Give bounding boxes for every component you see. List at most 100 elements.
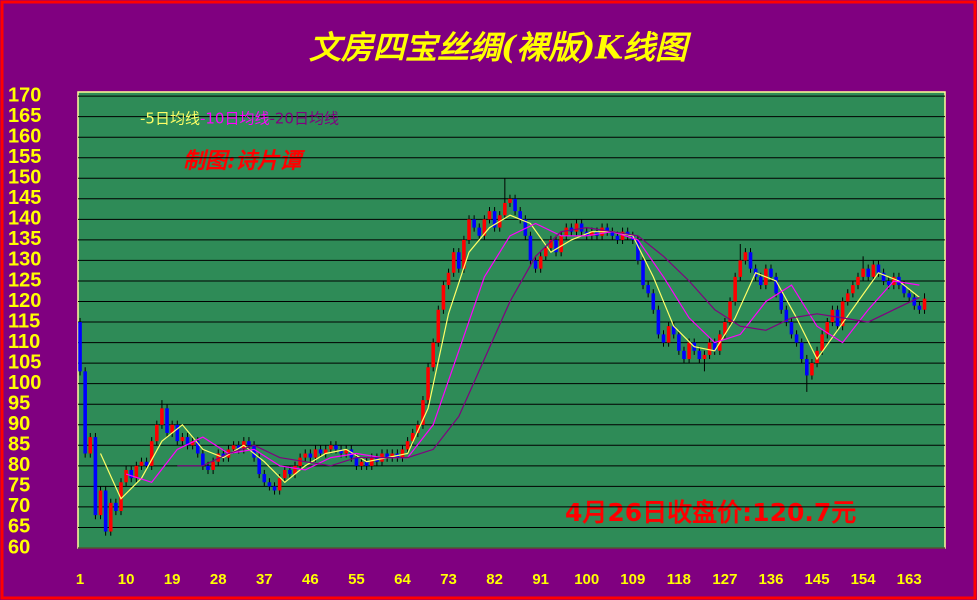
legend-entry: -10日均线	[200, 110, 270, 128]
candle-body	[410, 432, 415, 442]
candle-body	[779, 293, 784, 310]
candle-body	[748, 252, 753, 269]
candle-body	[605, 227, 609, 232]
candle-body	[794, 334, 799, 343]
candle-body	[293, 465, 297, 475]
candle-body	[723, 322, 727, 335]
candle-body	[513, 198, 517, 212]
y-tick-label: 120	[8, 290, 41, 312]
candle-body	[876, 264, 881, 273]
y-tick-label: 105	[8, 351, 41, 373]
legend-entry: -5日均线	[140, 110, 200, 128]
candle-body	[451, 252, 456, 273]
candle-body	[590, 231, 594, 236]
candle-body	[851, 285, 855, 294]
candle-body	[416, 424, 420, 433]
candle-body	[288, 469, 292, 475]
candle-body	[810, 363, 814, 376]
candle-body	[682, 350, 686, 360]
candle-body	[359, 461, 364, 466]
x-tick-label: 19	[164, 571, 181, 588]
candle-body	[784, 309, 789, 323]
candle-body	[349, 449, 354, 458]
candle-body	[323, 449, 328, 454]
candle-body	[467, 219, 471, 240]
x-tick-label: 37	[256, 571, 273, 588]
candle-body	[554, 239, 558, 253]
candle-body	[886, 280, 891, 286]
chart-title: 文房四宝丝绸(裸版)K线图	[309, 29, 692, 67]
candle-body	[472, 219, 476, 228]
moving-average	[177, 226, 920, 467]
candle-body	[149, 441, 154, 466]
candle-body	[825, 322, 830, 335]
candle-body	[262, 474, 267, 483]
candle-body	[329, 445, 333, 450]
candle-body	[216, 453, 221, 462]
x-tick-label: 64	[394, 571, 411, 588]
candle-body	[195, 441, 200, 454]
plot-area	[77, 91, 946, 549]
candle-body	[211, 461, 215, 470]
candle-body	[508, 198, 512, 203]
candle-body	[446, 272, 451, 286]
candle-body	[185, 437, 190, 446]
y-tick-label: 75	[8, 475, 30, 497]
candle-body	[615, 235, 620, 240]
candle-body	[528, 235, 533, 261]
candle-body	[369, 457, 374, 466]
candle-body	[441, 285, 446, 310]
candle-body	[93, 437, 98, 516]
y-tick-label: 110	[8, 331, 40, 353]
candle-body	[155, 424, 159, 442]
candle-body	[907, 293, 911, 298]
candle-body	[656, 309, 661, 335]
y-tick-label: 95	[8, 392, 30, 414]
moving-average	[99, 214, 920, 500]
y-tick-label: 115	[8, 310, 40, 332]
y-tick-label: 135	[8, 228, 41, 250]
x-tick-label: 82	[486, 571, 503, 588]
candle-body	[277, 478, 282, 491]
candle-body	[462, 239, 466, 269]
candle-body	[758, 276, 763, 286]
candle-body	[549, 239, 553, 249]
candle-body	[697, 350, 702, 360]
candle-body	[482, 219, 487, 236]
candle-body	[405, 441, 410, 450]
candle-body	[334, 445, 338, 450]
y-tick-label: 65	[8, 516, 30, 538]
candle-body	[866, 268, 871, 277]
candle-body	[518, 211, 522, 220]
candle-body	[815, 350, 819, 364]
candle-body	[677, 334, 681, 351]
x-tick-label: 55	[348, 571, 365, 588]
candle-body	[922, 298, 927, 310]
x-tick-label: 1	[76, 571, 84, 588]
candle-body	[743, 252, 748, 261]
candle-body	[206, 465, 210, 470]
candle-body	[666, 326, 671, 343]
candle-body	[564, 227, 569, 236]
x-tick-label: 109	[620, 571, 645, 588]
candle-body	[180, 437, 185, 442]
candle-body	[789, 322, 794, 335]
candle-body	[579, 223, 584, 232]
candle-body	[559, 235, 563, 253]
candle-body	[160, 408, 164, 425]
candle-body	[400, 449, 405, 458]
candle-body	[661, 334, 666, 343]
candle-body	[318, 449, 323, 454]
grid	[78, 95, 945, 549]
y-tick-label: 150	[8, 167, 41, 189]
candle-body	[231, 445, 236, 450]
candle-body	[134, 465, 139, 479]
candle-body	[805, 359, 809, 376]
candle-body	[364, 461, 369, 466]
candle-body	[728, 301, 732, 323]
candle-body	[702, 354, 707, 360]
x-tick-label: 145	[805, 571, 830, 588]
candle-body	[574, 223, 579, 232]
